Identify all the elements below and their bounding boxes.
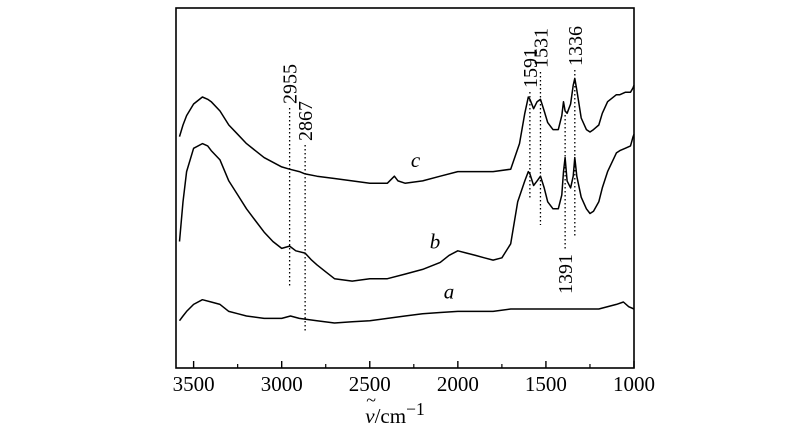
x-tick-label: 1500	[525, 372, 567, 396]
series-label-c: c	[411, 148, 421, 172]
series-label-b: b	[430, 229, 441, 253]
plot-frame	[175, 7, 635, 369]
x-tick-label: 3000	[261, 372, 303, 396]
peak-label-1336: 1336	[565, 26, 587, 66]
x-tick-label: 2500	[349, 372, 391, 396]
peak-label-1531: 1531	[530, 28, 552, 68]
peak-label-2955: 2955	[280, 64, 302, 104]
x-axis-label: ~ ν/cm−1	[330, 390, 460, 429]
x-axis-symbol: ~ ν	[365, 390, 377, 428]
x-tick-label: 2000	[437, 372, 479, 396]
peak-label-1591: 1591	[520, 48, 542, 88]
x-axis-unit-exponent: −1	[406, 399, 425, 419]
series-label-a: a	[444, 280, 455, 304]
x-axis-tilde: ~	[366, 390, 377, 410]
peak-label-1391: 1391	[555, 254, 577, 294]
series-a-line	[178, 298, 635, 324]
x-tick-label: 1000	[613, 372, 655, 396]
series-c-line	[178, 77, 635, 184]
series-b-line	[178, 134, 635, 282]
spectrum-curves	[178, 77, 635, 324]
x-axis-unit: /cm	[374, 404, 407, 428]
peak-label-2867: 2867	[295, 101, 317, 141]
series-labels: a b c	[411, 148, 454, 304]
x-axis-ticks: 3500 3000 2500 2000 1500 1000	[173, 361, 655, 396]
x-tick-label: 3500	[173, 372, 215, 396]
